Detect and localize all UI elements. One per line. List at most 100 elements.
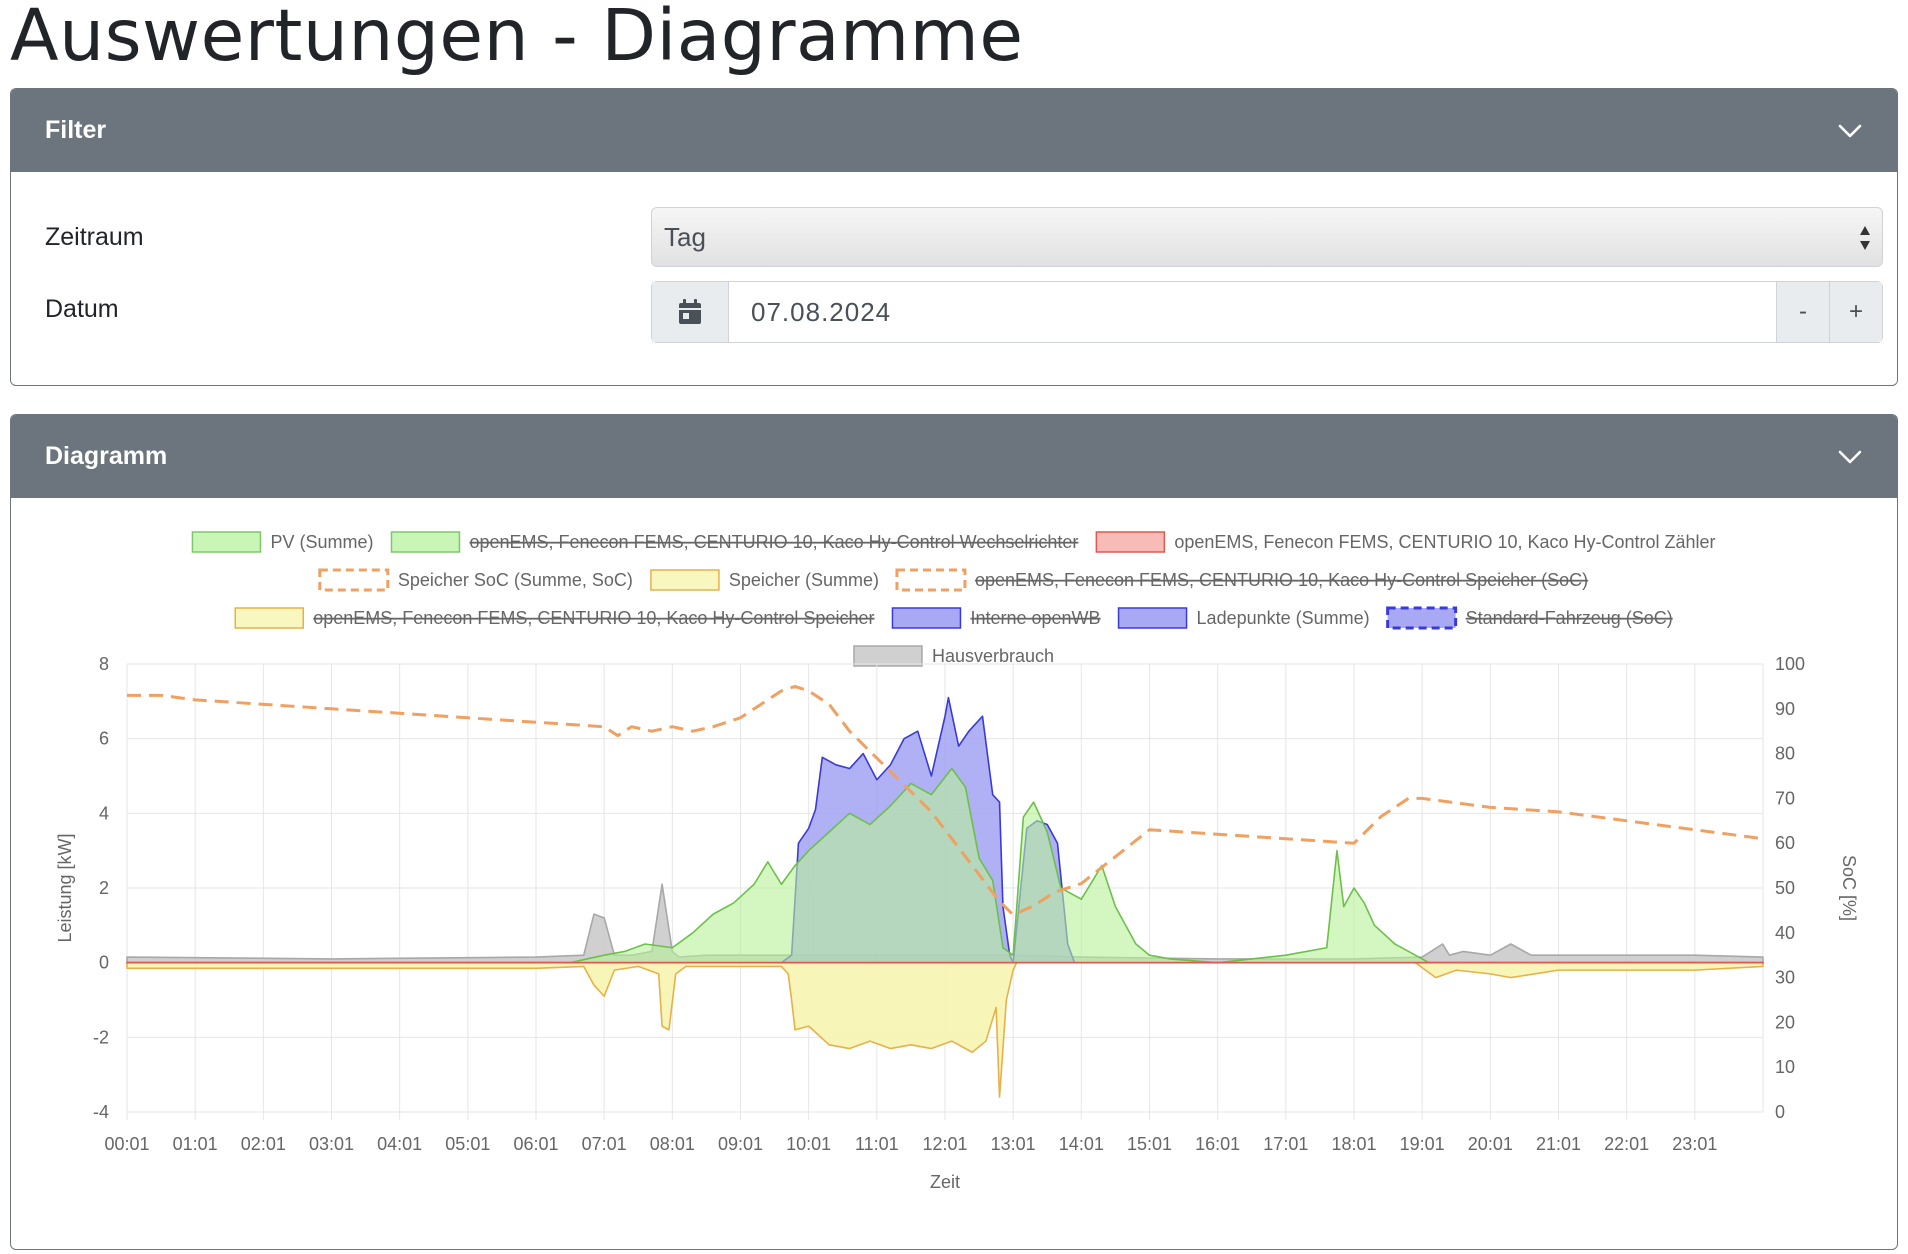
filter-card-title: Filter	[45, 116, 107, 144]
series-area-speicher	[126, 961, 1764, 1098]
date-minus-button[interactable]: -	[1776, 282, 1829, 342]
legend-item[interactable]: Interne openWB	[891, 607, 1101, 629]
legend-item[interactable]: PV (Summe)	[191, 531, 373, 553]
legend-label: Speicher SoC (Summe, SoC)	[398, 570, 633, 590]
x-tick-label: 20:01	[1468, 1134, 1513, 1154]
zeitraum-label: Zeitraum	[45, 223, 144, 251]
x-tick-label: 16:01	[1195, 1134, 1240, 1154]
x-tick-label: 19:01	[1400, 1134, 1445, 1154]
series-area-pv	[126, 767, 1764, 964]
x-tick-label: 01:01	[173, 1134, 218, 1154]
x-axis-label: Zeit	[930, 1172, 960, 1192]
chart-series	[126, 684, 1764, 1098]
legend-item[interactable]: Speicher (Summe)	[650, 569, 879, 591]
date-plus-button[interactable]: +	[1829, 282, 1882, 342]
legend-label: Speicher (Summe)	[729, 570, 879, 590]
filter-card: Filter Zeitraum Tag Datum 07.08.2024 - +	[10, 88, 1898, 386]
legend-label: PV (Summe)	[270, 532, 373, 552]
y2-tick-label: 90	[1775, 699, 1795, 719]
y-tick-label: -4	[93, 1102, 109, 1122]
legend-swatch	[1095, 531, 1166, 553]
datum-input-group: 07.08.2024 - +	[651, 281, 1883, 343]
legend-label: Ladepunkte (Summe)	[1197, 608, 1370, 628]
legend-label: Hausverbrauch	[932, 646, 1054, 666]
calendar-icon	[679, 299, 701, 324]
calendar-button[interactable]	[652, 282, 729, 342]
legend-item[interactable]: Ladepunkte (Summe)	[1117, 607, 1370, 629]
legend-swatch	[234, 607, 304, 629]
legend-label: Interne openWB	[970, 608, 1100, 628]
y2-tick-label: 0	[1775, 1102, 1785, 1122]
x-tick-label: 17:01	[1263, 1134, 1308, 1154]
y2-tick-label: 80	[1775, 744, 1795, 764]
x-tick-label: 04:01	[377, 1134, 422, 1154]
y2-tick-label: 50	[1775, 878, 1795, 898]
energy-chart: PV (Summe) openEMS, Fenecon FEMS, CENTURI…	[55, 531, 1859, 1192]
x-tick-label: 14:01	[1059, 1134, 1104, 1154]
datum-input[interactable]: 07.08.2024	[751, 296, 892, 327]
y-tick-label: 2	[99, 878, 109, 898]
legend-swatch	[1386, 606, 1458, 630]
y2-tick-label: 10	[1775, 1057, 1795, 1077]
legend-swatch	[650, 569, 720, 591]
filter-card-header[interactable]: Filter	[11, 89, 1897, 172]
y2-tick-label: 40	[1775, 923, 1795, 943]
legend-label: openEMS, Fenecon FEMS, CENTURIO 10, Kaco…	[1174, 532, 1715, 552]
legend-swatch	[191, 531, 262, 553]
legend-label: Standard-Fahrzeug (SoC)	[1466, 608, 1673, 628]
x-tick-label: 08:01	[650, 1134, 695, 1154]
legend-swatch	[390, 531, 461, 553]
x-tick-label: 18:01	[1331, 1134, 1376, 1154]
legend-label: openEMS, Fenecon FEMS, CENTURIO 10, Kaco…	[469, 532, 1078, 552]
x-tick-label: 05:01	[445, 1134, 490, 1154]
y2-tick-label: 70	[1775, 788, 1795, 808]
x-tick-label: 06:01	[513, 1134, 558, 1154]
legend-item[interactable]: openEMS, Fenecon FEMS, CENTURIO 10, Kaco…	[895, 568, 1588, 592]
y-tick-label: 6	[99, 729, 109, 749]
zeitraum-select-value: Tag	[664, 221, 706, 252]
x-tick-label: 10:01	[786, 1134, 831, 1154]
diagram-card-title: Diagramm	[45, 442, 168, 470]
y-tick-label: 0	[99, 953, 109, 973]
x-tick-label: 23:01	[1672, 1134, 1717, 1154]
x-tick-label: 22:01	[1604, 1134, 1649, 1154]
x-tick-label: 00:01	[104, 1134, 149, 1154]
diagram-card-header[interactable]: Diagramm	[11, 415, 1897, 498]
datum-label: Datum	[45, 295, 119, 323]
series-line-speicher-soc	[127, 684, 1764, 917]
legend-swatch	[318, 568, 390, 592]
select-arrows-icon	[1860, 226, 1870, 250]
y2-tick-label: 100	[1775, 654, 1805, 674]
legend-item[interactable]: Standard-Fahrzeug (SoC)	[1386, 606, 1673, 630]
legend-swatch	[1117, 607, 1188, 629]
y2-tick-label: 60	[1775, 833, 1795, 853]
y-tick-label: 8	[99, 654, 109, 674]
x-tick-label: 11:01	[855, 1134, 899, 1154]
zeitraum-select[interactable]: Tag	[651, 207, 1883, 267]
x-tick-label: 03:01	[309, 1134, 354, 1154]
legend-swatch	[853, 645, 923, 667]
legend-item[interactable]: Speicher SoC (Summe, SoC)	[318, 568, 633, 592]
page-title: Auswertungen - Diagramme	[10, 0, 1024, 77]
x-tick-label: 13:01	[991, 1134, 1036, 1154]
legend-swatch	[895, 568, 967, 592]
y2-tick-label: 30	[1775, 968, 1795, 988]
legend-item[interactable]: Hausverbrauch	[853, 645, 1054, 667]
y-tick-label: -2	[93, 1027, 109, 1047]
y2-axis-label: SoC [%]	[1839, 855, 1859, 921]
legend-item[interactable]: openEMS, Fenecon FEMS, CENTURIO 10, Kaco…	[234, 607, 874, 629]
y2-tick-label: 20	[1775, 1012, 1795, 1032]
legend-label: openEMS, Fenecon FEMS, CENTURIO 10, Kaco…	[313, 608, 874, 628]
x-tick-label: 02:01	[241, 1134, 286, 1154]
legend-item[interactable]: openEMS, Fenecon FEMS, CENTURIO 10, Kaco…	[1095, 531, 1716, 553]
legend-swatch	[891, 607, 962, 629]
x-tick-label: 09:01	[718, 1134, 763, 1154]
x-tick-label: 12:01	[922, 1134, 967, 1154]
chevron-down-icon[interactable]	[1837, 118, 1863, 144]
chevron-down-icon[interactable]	[1837, 444, 1863, 470]
legend-item[interactable]: openEMS, Fenecon FEMS, CENTURIO 10, Kaco…	[390, 531, 1078, 553]
y-tick-label: 4	[99, 803, 109, 823]
y-axis-label: Leistung [kW]	[55, 833, 75, 942]
x-tick-label: 15:01	[1127, 1134, 1172, 1154]
